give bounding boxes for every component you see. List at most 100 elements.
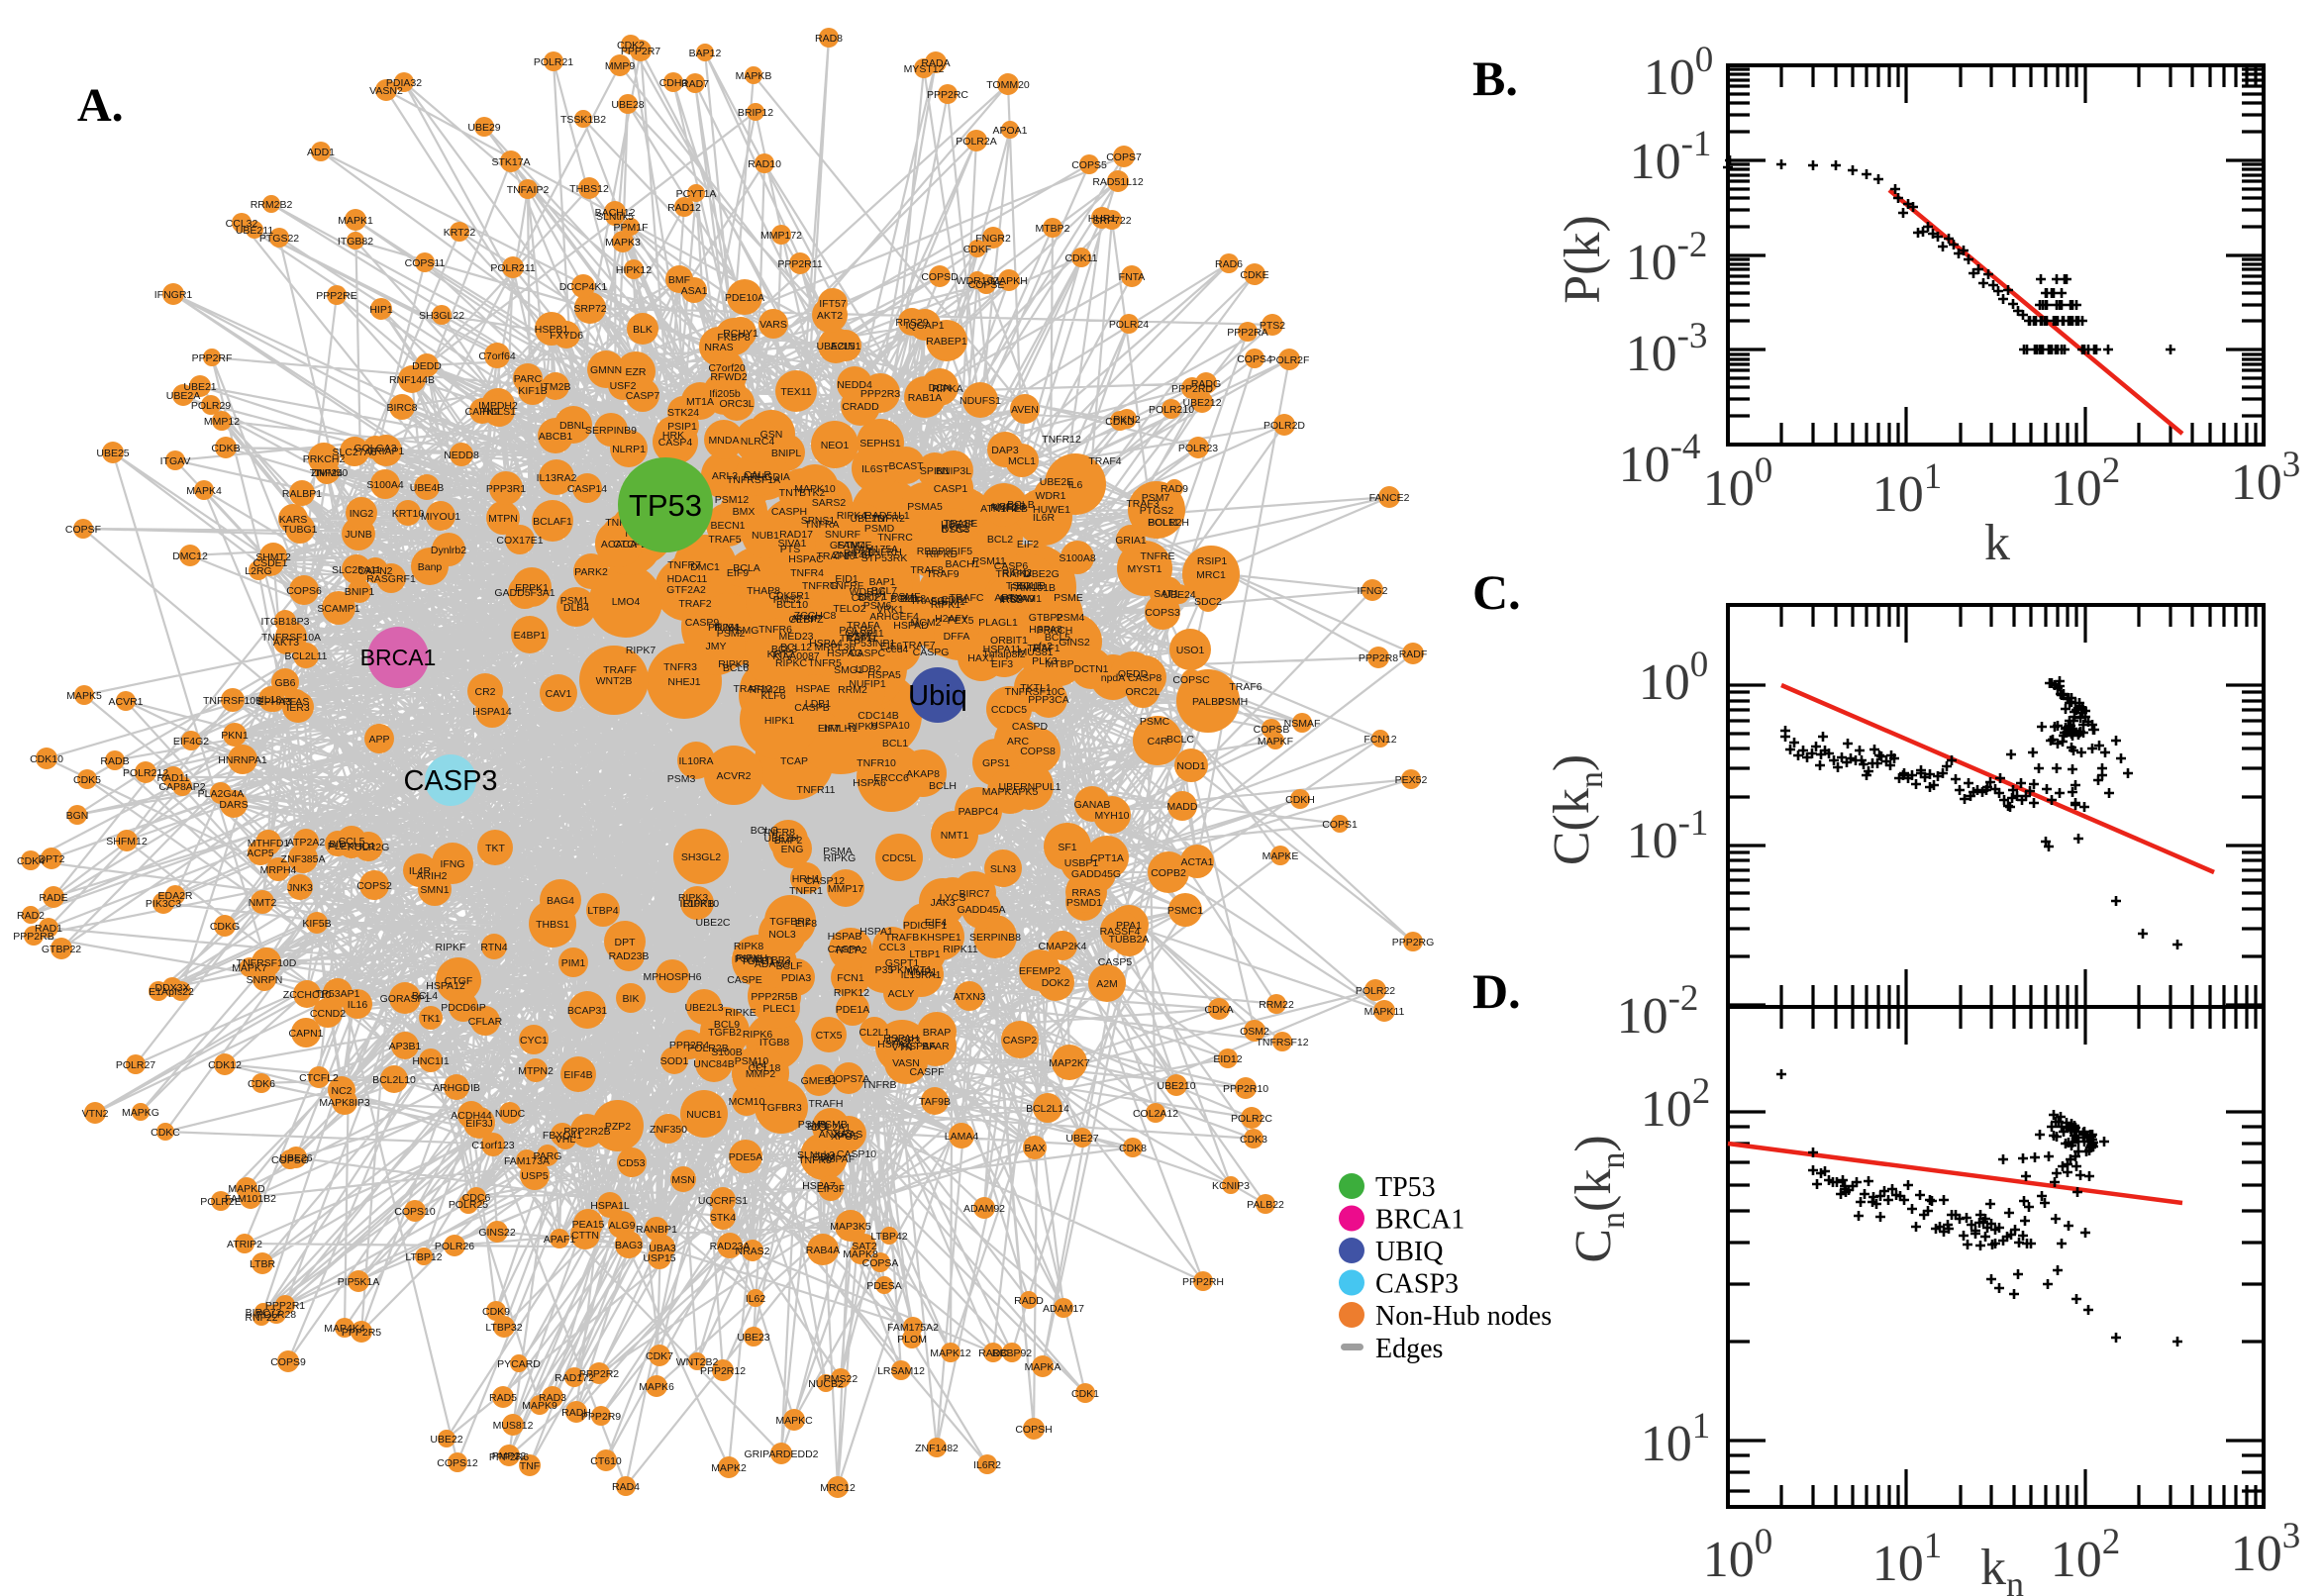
svg-text:COPS4: COPS4 (1237, 353, 1272, 365)
svg-text:PLK3: PLK3 (1032, 655, 1058, 667)
svg-text:TRIAP1: TRIAP1 (368, 446, 405, 457)
svg-text:CCL3: CCL3 (879, 942, 906, 953)
svg-text:POLR2B: POLR2B (687, 1043, 728, 1054)
svg-text:TRAF3: TRAF3 (1126, 498, 1159, 510)
svg-text:FBXO41: FBXO41 (543, 1130, 582, 1142)
svg-text:TNFRSF10D: TNFRSF10D (237, 957, 297, 969)
svg-text:CPT1A: CPT1A (1090, 852, 1124, 864)
svg-text:RASSF4: RASSF4 (1100, 926, 1141, 938)
svg-text:TKTL1: TKTL1 (1020, 682, 1052, 694)
svg-text:EIF4B: EIF4B (563, 1069, 592, 1081)
svg-text:HNRNPA1: HNRNPA1 (218, 754, 267, 766)
svg-text:ADAM17: ADAM17 (1043, 1303, 1084, 1315)
svg-text:RIPKF: RIPKF (436, 942, 466, 953)
svg-text:GINS2: GINS2 (1059, 637, 1090, 648)
svg-text:MAPKE: MAPKE (1262, 850, 1299, 862)
svg-text:RAD51L1: RAD51L1 (864, 510, 910, 522)
svg-text:DPT2: DPT2 (39, 853, 65, 865)
svg-text:RAD5: RAD5 (489, 1392, 517, 1404)
svg-text:TNFR9: TNFR9 (798, 1154, 832, 1166)
svg-text:NSMAF: NSMAF (1284, 718, 1321, 730)
svg-text:MCL1: MCL1 (1008, 455, 1036, 467)
svg-text:CDK12: CDK12 (208, 1059, 242, 1071)
svg-text:ATXN3: ATXN3 (953, 991, 985, 1003)
svg-text:COPS1: COPS1 (1322, 819, 1358, 831)
svg-text:RAD172: RAD172 (555, 1372, 594, 1384)
svg-text:npdA: npdA (1101, 672, 1126, 684)
svg-text:NOL3: NOL3 (768, 929, 796, 941)
svg-text:BCL1: BCL1 (882, 738, 908, 749)
svg-text:PSMA: PSMA (823, 846, 853, 857)
svg-text:AKT2: AKT2 (817, 310, 843, 322)
svg-text:BCL7: BCL7 (871, 585, 897, 597)
svg-text:SAT2: SAT2 (852, 1241, 877, 1252)
svg-text:RAB1A: RAB1A (908, 392, 942, 404)
svg-text:MAPK5: MAPK5 (66, 690, 102, 702)
svg-text:JNK3: JNK3 (287, 882, 313, 894)
svg-text:CASPA: CASPA (828, 944, 862, 955)
svg-text:EPPK1: EPPK1 (515, 582, 549, 594)
svg-text:BRIP12: BRIP12 (738, 107, 773, 119)
svg-text:ARC: ARC (1007, 736, 1030, 748)
svg-text:BCLB: BCLB (1007, 499, 1034, 511)
svg-text:KARS: KARS (279, 514, 308, 526)
svg-text:CASP3: CASP3 (886, 1035, 921, 1047)
svg-text:RAD11: RAD11 (156, 772, 189, 784)
svg-text:PPP2R12: PPP2R12 (700, 1365, 746, 1377)
svg-text:UBE2E: UBE2E (1040, 476, 1073, 488)
svg-text:CD53: CD53 (619, 1157, 646, 1169)
svg-text:CDK10: CDK10 (30, 753, 63, 765)
svg-text:PSM9: PSM9 (798, 1119, 827, 1131)
svg-text:BGN: BGN (66, 810, 89, 822)
svg-text:BNIPL: BNIPL (771, 448, 802, 459)
svg-text:UBE27: UBE27 (1065, 1133, 1098, 1145)
svg-text:PMS22: PMS22 (824, 1373, 858, 1385)
svg-text:WNT2B2: WNT2B2 (676, 1356, 719, 1368)
svg-text:PPP2RH: PPP2RH (1182, 1276, 1224, 1288)
svg-text:MYH10: MYH10 (1094, 810, 1129, 822)
svg-text:BCLG: BCLG (751, 825, 779, 837)
svg-text:RADD: RADD (1014, 1295, 1044, 1307)
svg-text:NEO1: NEO1 (821, 440, 850, 451)
svg-text:SRP72: SRP72 (573, 303, 606, 315)
svg-text:FNTA: FNTA (1119, 271, 1146, 283)
svg-text:SEPHS1: SEPHS1 (859, 438, 901, 449)
svg-text:CCND2: CCND2 (310, 1008, 346, 1020)
svg-text:CAPN2: CAPN2 (357, 565, 392, 577)
svg-text:UBE28: UBE28 (611, 99, 644, 111)
svg-text:RADE: RADE (39, 892, 67, 904)
svg-text:ORC2L: ORC2L (1125, 686, 1160, 698)
svg-text:ABCB1: ABCB1 (539, 431, 573, 443)
svg-text:TRAFA: TRAFA (847, 620, 880, 632)
svg-text:POLR27: POLR27 (116, 1059, 155, 1071)
svg-text:TUBB2A: TUBB2A (1109, 934, 1150, 946)
svg-text:MED23: MED23 (778, 631, 813, 643)
svg-text:CASP12: CASP12 (805, 875, 845, 887)
svg-text:PSMA5: PSMA5 (907, 501, 943, 513)
svg-text:Ifi205b: Ifi205b (709, 388, 741, 400)
svg-text:BCL12: BCL12 (780, 642, 812, 653)
svg-text:PDICSF1: PDICSF1 (903, 920, 948, 932)
svg-text:LTBP12: LTBP12 (405, 1251, 442, 1263)
svg-text:MMP172: MMP172 (760, 230, 802, 242)
svg-text:TOMM20: TOMM20 (986, 79, 1030, 91)
svg-text:MSN: MSN (671, 1174, 694, 1186)
svg-text:BID: BID (329, 839, 347, 850)
svg-text:GADD45G: GADD45G (1071, 868, 1121, 880)
svg-text:ITGB18P3: ITGB18P3 (260, 616, 309, 628)
svg-text:PDE10A: PDE10A (725, 292, 764, 304)
svg-text:CMAP2K4: CMAP2K4 (1038, 941, 1086, 952)
svg-text:LMO4: LMO4 (612, 596, 641, 608)
svg-text:hMLH1: hMLH1 (824, 723, 858, 735)
svg-text:CAP8AP2: CAP8AP2 (158, 781, 205, 793)
svg-text:DPT: DPT (615, 937, 637, 948)
svg-text:PABPC4: PABPC4 (959, 806, 999, 818)
svg-text:PDE1A: PDE1A (836, 1004, 869, 1016)
svg-text:RABEP1: RABEP1 (926, 336, 967, 348)
svg-text:POLR210: POLR210 (1149, 404, 1194, 416)
svg-text:SH3GL2: SH3GL2 (681, 851, 721, 863)
svg-text:TSSK1B: TSSK1B (1006, 580, 1046, 592)
svg-text:CASP4: CASP4 (658, 437, 693, 449)
svg-text:NEDD4: NEDD4 (837, 379, 872, 391)
svg-text:POLR25: POLR25 (449, 1199, 488, 1211)
